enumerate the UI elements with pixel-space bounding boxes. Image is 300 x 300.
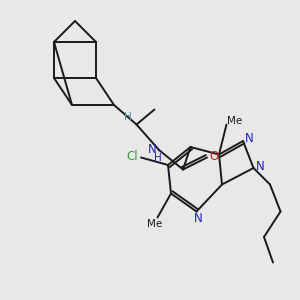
Text: Cl: Cl [127,149,138,163]
Text: H: H [154,153,162,164]
Text: Me: Me [227,116,242,126]
Text: O: O [209,149,218,163]
Text: N: N [194,212,202,225]
Text: N: N [148,143,157,156]
Text: Me: Me [147,219,162,229]
Text: H: H [124,112,132,122]
Text: N: N [256,160,265,173]
Text: N: N [245,132,254,145]
